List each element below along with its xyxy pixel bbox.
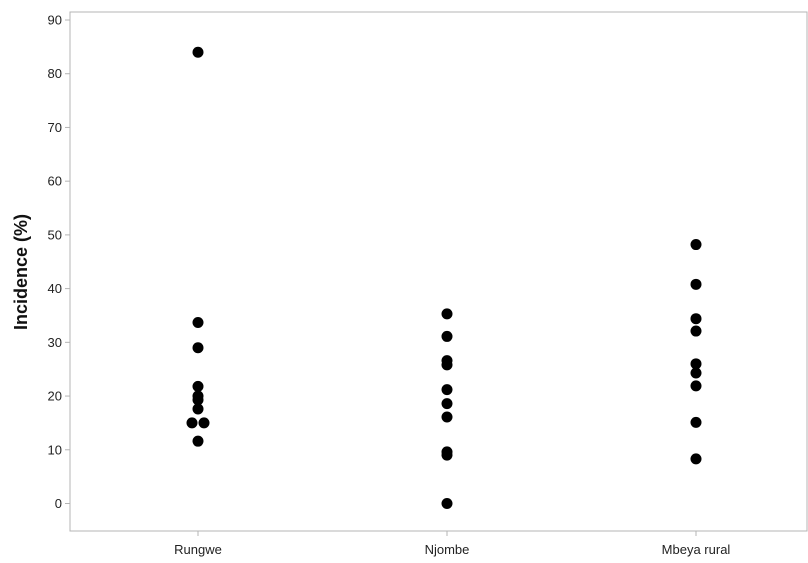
y-tick-label: 30 [48,335,62,350]
data-point [441,330,453,342]
y-tick-label: 70 [48,120,62,135]
y-tick-label: 80 [48,66,62,81]
data-point [441,384,453,396]
data-point [192,46,204,58]
y-axis: 0 10 20 30 40 50 60 70 80 90 [48,13,70,511]
data-point [441,449,453,461]
y-tick-label: 90 [48,13,62,28]
y-tick-label: 0 [55,496,62,511]
x-axis: Rungwe Njombe Mbeya rural [174,531,730,557]
y-tick-label: 50 [48,227,62,242]
y-tick-label: 20 [48,389,62,404]
y-tick-label: 40 [48,281,62,296]
data-point [192,435,204,447]
data-point [192,316,204,328]
data-point [690,367,702,379]
x-tick-label: Mbeya rural [662,542,731,557]
y-tick-label: 60 [48,174,62,189]
y-axis-title: Incidence (%) [11,214,31,330]
data-point [192,342,204,354]
data-point [690,358,702,370]
data-point [690,278,702,290]
data-point [441,308,453,320]
data-point [192,403,204,415]
data-point [186,417,198,429]
data-point [192,394,204,406]
data-point [690,416,702,428]
x-tick-label: Rungwe [174,542,222,557]
data-point [690,325,702,337]
x-tick-label: Njombe [425,542,470,557]
plot-frame [69,11,808,532]
data-point [198,417,210,429]
data-point [441,359,453,371]
data-points [186,46,702,509]
data-point [690,239,702,251]
data-point [192,380,204,392]
data-point [690,453,702,465]
data-point [690,313,702,325]
data-point [690,380,702,392]
data-point [441,411,453,423]
data-point [441,498,453,509]
data-point [441,398,453,410]
y-tick-label: 10 [48,442,62,457]
